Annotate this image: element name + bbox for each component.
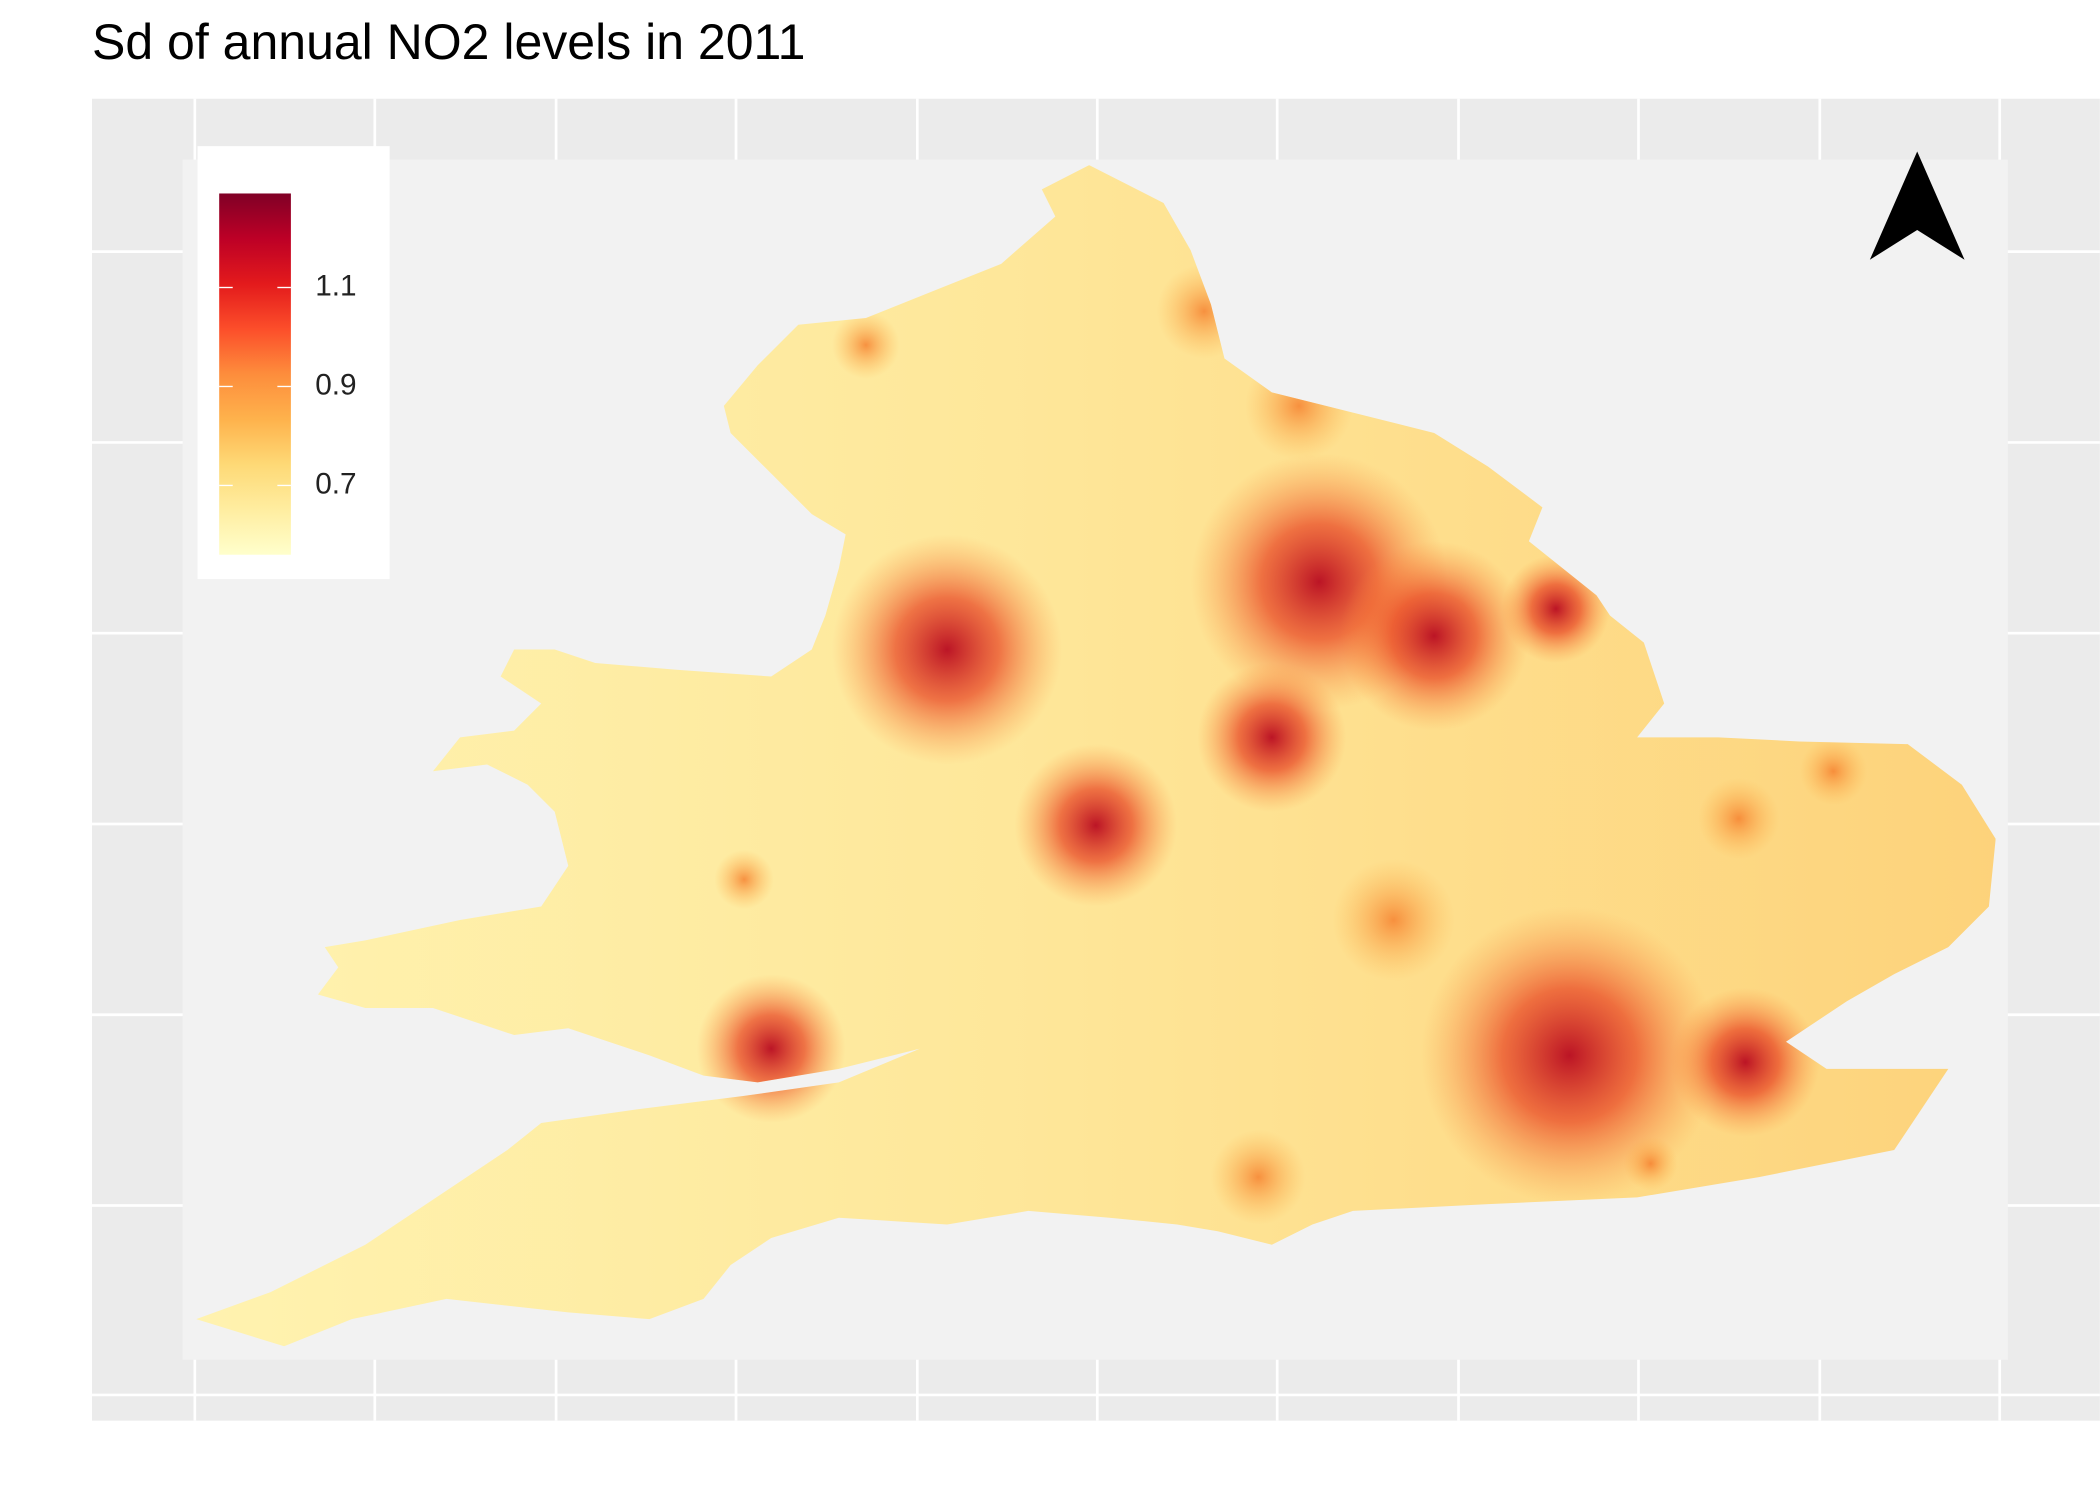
legend-tick-label: 1.1 — [315, 269, 356, 302]
map-title: Sd of annual NO2 levels in 2011 — [92, 14, 805, 70]
colorbar — [219, 193, 291, 555]
legend-tick-label: 0.9 — [315, 368, 356, 401]
legend-tick-label: 0.7 — [315, 467, 356, 500]
north-arrow — [1869, 151, 1965, 260]
legend-ticks: 1.1 0.9 0.7 — [219, 269, 357, 500]
map-panel: 1.1 0.9 0.7 — [92, 98, 2100, 1421]
